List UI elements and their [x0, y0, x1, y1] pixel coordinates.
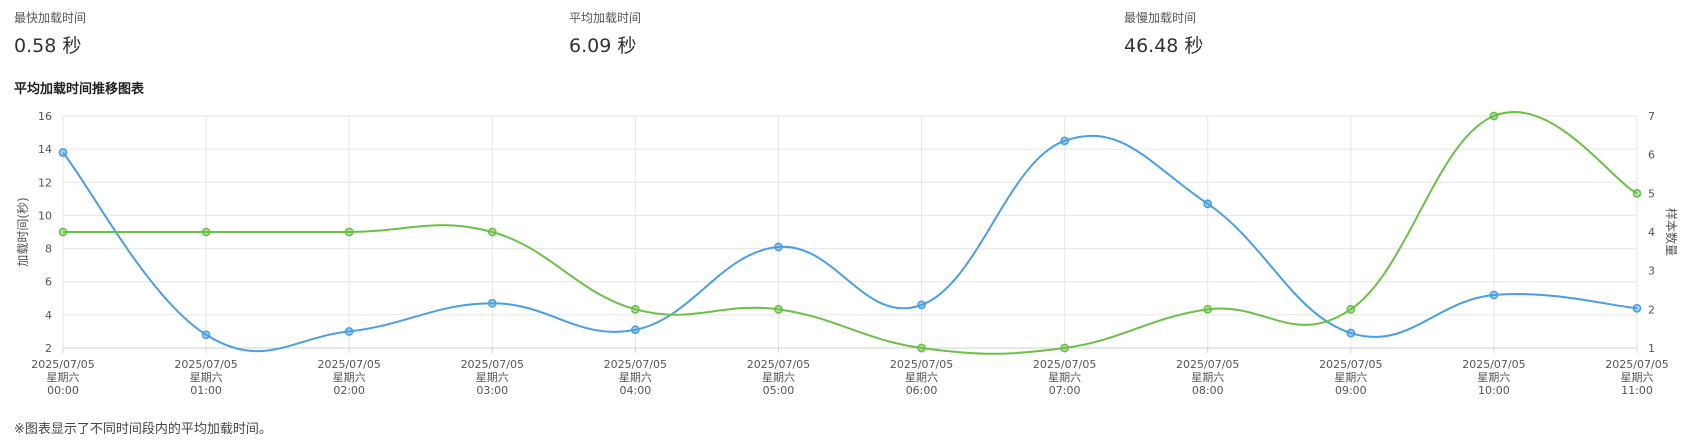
- data-point-load-time: [1060, 136, 1070, 146]
- chart-title: 平均加载时间推移图表: [14, 82, 145, 97]
- data-point-load-time: [1346, 328, 1356, 338]
- data-point-load-time: [1489, 290, 1499, 300]
- stat-slowest-label: 最慢加载时间: [1124, 11, 1197, 25]
- x-tick-label: 09:00: [1335, 384, 1367, 397]
- y-left-tick-label: 6: [45, 276, 52, 289]
- stat-fastest: 最快加载时间 0.58 秒: [14, 10, 86, 58]
- data-point-sample-count: [487, 227, 497, 237]
- x-tick-label: 05:00: [763, 384, 795, 397]
- data-point-load-time: [917, 300, 926, 310]
- data-point-load-time: [201, 330, 211, 340]
- y-left-tick-label: 14: [38, 143, 52, 156]
- data-point-load-time: [487, 298, 497, 308]
- data-point-sample-count: [1060, 343, 1070, 353]
- x-tick-label: 10:00: [1478, 384, 1510, 397]
- y-left-axis-title: 加载时间(秒): [16, 197, 30, 266]
- x-tick-label: 07:00: [1049, 384, 1081, 397]
- stat-fastest-label: 最快加载时间: [14, 11, 87, 25]
- x-tick-label: 星期六: [1048, 371, 1081, 384]
- y-right-tick-label: 1: [1648, 342, 1655, 355]
- series-line-load-time: [62, 134, 1638, 353]
- chart-footnote: ※图表显示了不同时间段内的平均加载时间。: [14, 422, 272, 437]
- x-tick-label: 00:00: [47, 384, 79, 397]
- y-right-tick-label: 2: [1648, 303, 1655, 316]
- x-tick-label: 06:00: [906, 384, 938, 397]
- load-time-chart: 24681012141612345672025/07/05星期六00:00202…: [16, 110, 1679, 397]
- data-point-load-time: [344, 327, 354, 336]
- stats-row: 最快加载时间 0.58 秒 平均加载时间 6.09 秒 最慢加载时间 46.48…: [0, 0, 1684, 70]
- y-left-tick-label: 12: [38, 176, 52, 189]
- x-tick-label: 星期六: [1477, 371, 1510, 384]
- x-tick-label: 2025/07/05: [1462, 358, 1525, 371]
- x-tick-label: 03:00: [476, 384, 508, 397]
- stat-slowest-value: 46.48 秒: [1124, 35, 1204, 57]
- y-right-axis-title: 样本数量: [1664, 208, 1679, 256]
- x-tick-label: 04:00: [620, 384, 652, 397]
- x-tick-label: 星期六: [905, 371, 938, 384]
- x-tick-label: 星期六: [333, 371, 366, 384]
- data-point-sample-count: [1632, 188, 1642, 198]
- x-tick-label: 2025/07/05: [890, 358, 953, 371]
- series-line-sample-count: [63, 111, 1638, 355]
- data-point-load-time: [774, 242, 783, 252]
- x-tick-label: 2025/07/05: [461, 358, 524, 371]
- y-left-tick-label: 16: [38, 110, 52, 123]
- x-tick-label: 2025/07/05: [174, 358, 237, 371]
- x-tick-label: 星期六: [1334, 371, 1367, 384]
- data-point-load-time: [58, 148, 68, 157]
- x-tick-label: 2025/07/05: [747, 358, 810, 371]
- y-left-tick-label: 2: [45, 342, 52, 355]
- stat-average-label: 平均加载时间: [569, 11, 642, 25]
- data-point-load-time: [1203, 199, 1213, 209]
- x-tick-label: 星期六: [762, 371, 795, 384]
- y-left-tick-label: 4: [45, 309, 52, 322]
- y-left-tick-label: 8: [45, 243, 52, 256]
- x-tick-label: 2025/07/05: [317, 358, 380, 371]
- x-tick-label: 2025/07/05: [1033, 358, 1096, 371]
- x-tick-label: 星期六: [47, 371, 80, 384]
- data-point-sample-count: [1489, 111, 1499, 121]
- y-right-tick-label: 3: [1648, 265, 1655, 278]
- y-right-tick-label: 6: [1648, 149, 1655, 162]
- data-point-sample-count: [344, 227, 354, 237]
- x-tick-label: 2025/07/05: [1605, 358, 1668, 371]
- x-tick-label: 2025/07/05: [1319, 358, 1382, 371]
- data-point-sample-count: [1203, 304, 1213, 314]
- data-point-sample-count: [630, 304, 640, 314]
- x-tick-label: 星期六: [1191, 371, 1224, 384]
- data-point-sample-count: [58, 227, 68, 237]
- x-tick-label: 星期六: [476, 371, 509, 384]
- data-point-sample-count: [917, 343, 926, 353]
- y-right-tick-label: 7: [1648, 110, 1655, 123]
- y-right-tick-label: 4: [1648, 226, 1655, 239]
- x-tick-label: 02:00: [333, 384, 365, 397]
- x-tick-label: 08:00: [1192, 384, 1224, 397]
- y-right-tick-label: 5: [1648, 187, 1655, 200]
- x-tick-label: 星期六: [1621, 371, 1654, 384]
- y-left-tick-label: 10: [38, 209, 52, 222]
- data-point-load-time: [1632, 303, 1642, 313]
- stat-average: 平均加载时间 6.09 秒: [569, 10, 641, 58]
- x-tick-label: 星期六: [190, 371, 223, 384]
- x-tick-label: 星期六: [619, 371, 652, 384]
- x-tick-label: 11:00: [1621, 384, 1653, 397]
- stat-slowest: 最慢加载时间 46.48 秒: [1124, 10, 1203, 58]
- x-tick-label: 01:00: [190, 384, 222, 397]
- stat-average-value: 6.09 秒: [569, 35, 637, 57]
- data-point-sample-count: [774, 304, 783, 314]
- data-point-sample-count: [201, 227, 211, 237]
- x-tick-label: 2025/07/05: [31, 358, 94, 371]
- x-tick-label: 2025/07/05: [604, 358, 667, 371]
- data-point-load-time: [630, 325, 640, 335]
- x-tick-label: 2025/07/05: [1176, 358, 1239, 371]
- stat-fastest-value: 0.58 秒: [14, 35, 82, 57]
- data-point-sample-count: [1346, 304, 1356, 314]
